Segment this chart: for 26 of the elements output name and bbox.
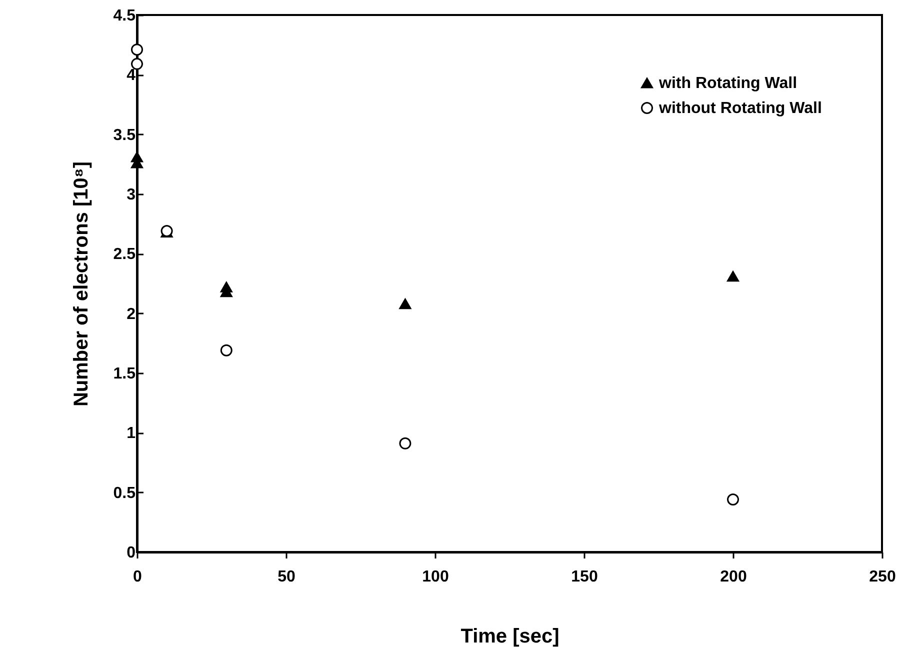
point	[399, 437, 412, 450]
y-tick-label: 4	[126, 67, 136, 84]
y-tick-label: 4.5	[113, 8, 136, 24]
point	[727, 271, 739, 282]
y-tick-label: 1	[126, 425, 136, 442]
legend-label: with Rotating Wall	[658, 75, 798, 92]
x-tick-label: 200	[720, 568, 747, 586]
x-tick-label: 150	[571, 568, 598, 586]
point	[727, 494, 739, 506]
y-tick-label: 1.5	[113, 366, 136, 382]
point	[220, 344, 232, 356]
x-axis-title: Time [sec]	[460, 626, 560, 648]
y-tick-label: 3	[126, 186, 136, 204]
x-tick-label: 250	[869, 568, 896, 586]
y-tick-label: 3.5	[113, 126, 136, 144]
y-tick-label: 2	[126, 306, 136, 323]
y-axis-title: Number of electrons [10⁸]	[70, 161, 92, 407]
point	[131, 44, 143, 56]
legend-label: without Rotating Wall	[658, 100, 822, 117]
x-tick-label: 100	[422, 568, 449, 586]
y-tick-label: 2.5	[113, 246, 136, 264]
point	[399, 298, 412, 310]
y-tick-label: 0	[126, 544, 136, 562]
y-tick-label: 0.5	[113, 484, 136, 502]
point	[131, 58, 143, 70]
x-tick-label: 50	[278, 568, 296, 586]
